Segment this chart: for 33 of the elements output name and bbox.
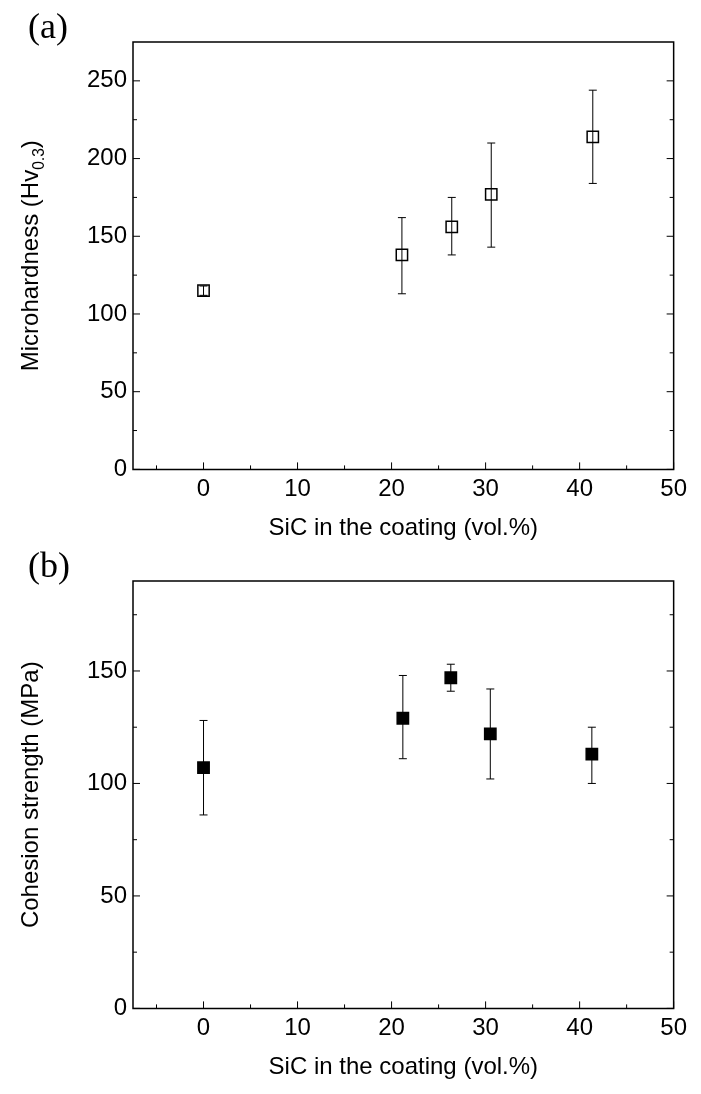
x-tick-label: 10 <box>284 1013 311 1041</box>
y-tick-label: 50 <box>100 880 127 908</box>
x-axis-title: SiC in the coating (vol.%) <box>268 1052 539 1080</box>
x-tick-label: 10 <box>284 474 311 502</box>
chart-title: (b) <box>28 545 70 585</box>
x-tick-label: 0 <box>196 1013 211 1041</box>
x-tick-label: 40 <box>566 1013 593 1041</box>
y-tick-label: 100 <box>86 298 127 326</box>
point <box>586 130 600 144</box>
x-tick-label: 20 <box>378 1013 405 1041</box>
x-tick-label: 20 <box>378 474 405 502</box>
point <box>484 187 498 201</box>
y-tick-label: 50 <box>100 376 127 404</box>
chart-title: (a) <box>28 6 68 46</box>
y-axis-title: Microhardness (Hv0.3) <box>16 140 47 372</box>
x-tick-label: 30 <box>472 1013 499 1041</box>
y-tick-label: 150 <box>86 220 127 248</box>
y-tick-label: 250 <box>86 65 127 93</box>
y-tick-label: 100 <box>86 768 127 796</box>
x-tick-label: 0 <box>196 474 211 502</box>
x-tick-label: 40 <box>566 474 593 502</box>
point <box>585 747 599 761</box>
point <box>444 671 458 685</box>
y-tick-label: 0 <box>113 454 127 482</box>
point <box>197 761 210 775</box>
y-axis-title: Cohesion strength (MPa) <box>16 661 43 929</box>
x-tick-label: 50 <box>660 474 687 502</box>
x-tick-label: 50 <box>660 1013 687 1041</box>
y-tick-label: 0 <box>113 993 127 1021</box>
x-axis-title: SiC in the coating (vol.%) <box>268 513 539 541</box>
y-tick-label: 150 <box>86 655 127 683</box>
y-tick-label: 200 <box>86 143 127 171</box>
x-tick-label: 30 <box>472 474 499 502</box>
